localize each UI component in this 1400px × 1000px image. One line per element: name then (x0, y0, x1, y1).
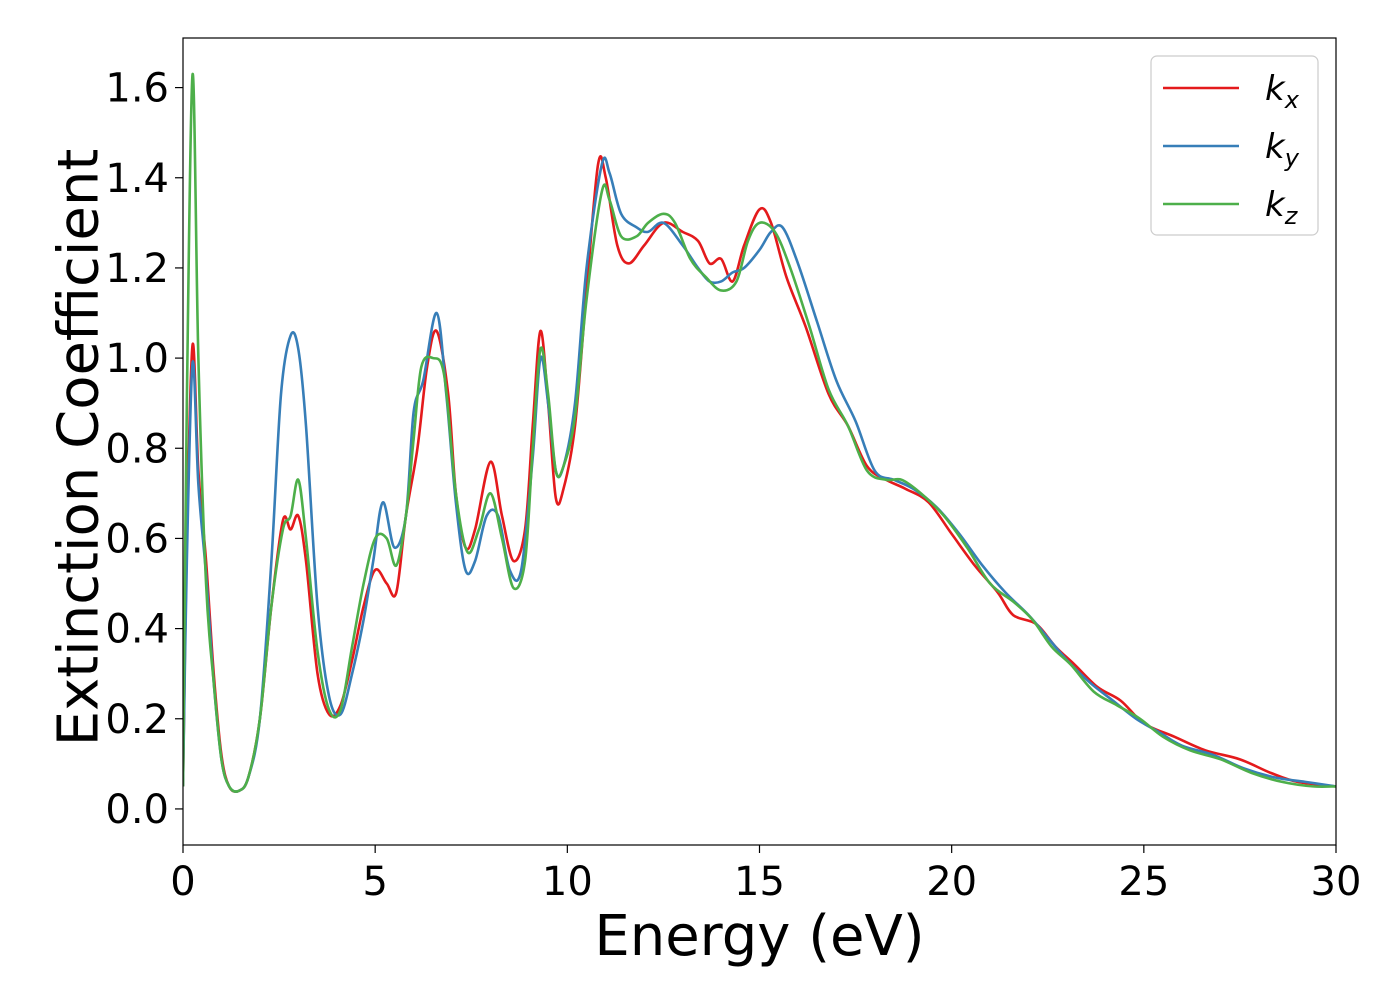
x-axis-title: Energy (eV) (594, 904, 924, 969)
y-axis-title: Extinction Coefficient (47, 149, 112, 747)
y-tick-label: 0.2 (105, 697, 169, 743)
x-tick-label: 20 (926, 859, 977, 905)
legend: kx ky kz (1150, 55, 1319, 236)
series-line-kz (183, 72, 1336, 793)
y-tick-label: 1.0 (105, 336, 169, 382)
legend-label-kx: kx (1265, 69, 1300, 114)
y-tick-label: 1.6 (105, 66, 169, 112)
x-axis-ticks: 0 5 10 15 20 25 30 (170, 845, 1361, 905)
y-axis-ticks: 0.0 0.2 0.4 0.6 0.8 1.0 1.2 1.4 1.6 (105, 66, 183, 833)
x-tick-label: 15 (734, 859, 785, 905)
y-tick-label: 0.4 (105, 607, 169, 653)
legend-label-kz: kz (1265, 185, 1299, 230)
x-tick-label: 0 (170, 859, 195, 905)
y-tick-label: 1.4 (105, 156, 169, 202)
y-tick-label: 0.6 (105, 516, 169, 562)
x-tick-label: 30 (1311, 859, 1362, 905)
x-tick-label: 5 (362, 859, 387, 905)
series-layer (183, 72, 1336, 794)
y-tick-label: 1.2 (105, 246, 169, 292)
y-tick-label: 0.8 (105, 426, 169, 472)
legend-label-ky: ky (1265, 127, 1300, 172)
x-tick-label: 10 (542, 859, 593, 905)
series-line-ky (183, 156, 1336, 793)
x-tick-label: 25 (1118, 859, 1169, 905)
y-tick-label: 0.0 (105, 787, 169, 833)
